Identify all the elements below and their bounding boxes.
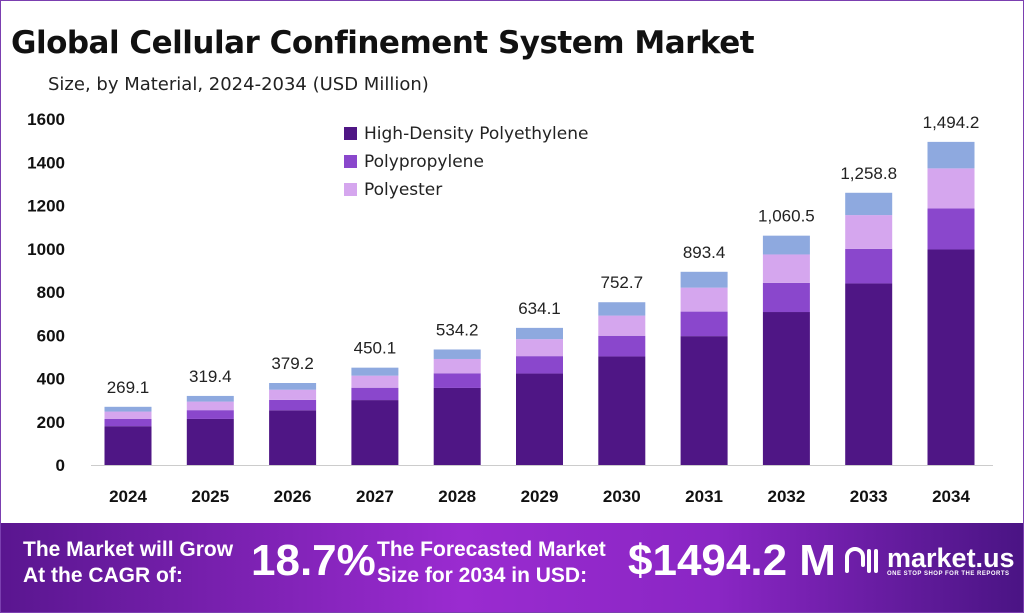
bar-segment-high-density-polyethylene: [516, 373, 563, 465]
market-us-logo: market.us ONE STOP SHOP FOR THE REPORTS: [841, 543, 1015, 579]
bar-segment-high-density-polyethylene: [269, 410, 317, 465]
bar-segment-polypropylene: [186, 410, 234, 419]
bar-segment-high-density-polyethylene: [433, 387, 481, 465]
y-tick-label: 1400: [27, 153, 65, 172]
x-tick-label: 2027: [356, 487, 394, 506]
bar-segment-polypropylene: [845, 248, 893, 284]
y-tick-label: 400: [37, 370, 65, 389]
total-label: 534.2: [436, 320, 479, 339]
legend-swatch: [344, 127, 357, 140]
y-tick-label: 1200: [27, 197, 65, 216]
bar-segment-high-density-polyethylene: [104, 426, 152, 465]
stacked-bar-chart: 0 200 400 600 800 1000 1200 1400 1600 269.1 2024 31…: [27, 110, 993, 506]
total-label: 1,060.5: [758, 207, 815, 226]
bar-segment-other: [433, 349, 481, 359]
forecast-label-line1: The Forecasted Market: [377, 538, 606, 561]
bar-segment-polypropylene: [269, 399, 317, 411]
bar-segment-polypropylene: [598, 335, 646, 357]
bar-segment-polyester: [104, 411, 152, 419]
bar-segment-polyester: [269, 389, 317, 400]
legend-label: Polyester: [364, 180, 442, 200]
y-tick-label: 1600: [27, 110, 65, 129]
logo-icon: [845, 547, 878, 573]
bar-segment-high-density-polyethylene: [762, 312, 810, 465]
total-label: 1,258.8: [840, 164, 897, 183]
bar-segment-other: [516, 327, 563, 340]
y-tick-label: 200: [37, 413, 65, 432]
bar-segment-other: [680, 271, 728, 288]
bar-segment-polypropylene: [927, 208, 975, 250]
bar-segment-polyester: [762, 254, 810, 283]
total-label: 893.4: [683, 243, 726, 262]
x-tick-label: 2026: [274, 487, 312, 506]
bar-segment-other: [845, 192, 893, 216]
bar-segment-polyester: [433, 358, 481, 374]
total-label: 319.4: [189, 367, 232, 386]
total-label: 634.1: [518, 299, 561, 318]
total-label: 379.2: [271, 354, 314, 373]
forecast-value: $1494.2 M: [628, 536, 836, 585]
bar-segment-polypropylene: [351, 387, 399, 401]
cagr-label-line2: At the CAGR of:: [23, 564, 183, 587]
y-tick-label: 800: [37, 283, 65, 302]
total-label: 450.1: [354, 339, 397, 358]
forecast-label-line2: Size for 2034 in USD:: [377, 564, 588, 587]
legend-swatch: [344, 155, 357, 168]
legend-label: Polypropylene: [364, 152, 484, 172]
cagr-label: The Market will Grow At the CAGR of:: [23, 537, 233, 589]
bar-segment-high-density-polyethylene: [598, 356, 646, 465]
cagr-label-line1: The Market will Grow: [23, 538, 234, 561]
bar-segment-high-density-polyethylene: [680, 336, 728, 465]
bar-segment-polyester: [186, 401, 234, 411]
x-tick-label: 2025: [191, 487, 229, 506]
chart-title: Global Cellular Confinement System Marke…: [11, 25, 755, 61]
bar-segment-high-density-polyethylene: [351, 400, 399, 465]
logo-text: market.us: [887, 543, 1015, 573]
logo-tagline: ONE STOP SHOP FOR THE REPORTS: [887, 571, 1010, 577]
bar-segment-polyester: [351, 375, 399, 388]
bar-segment-polypropylene: [762, 282, 810, 313]
bar-segment-other: [762, 235, 810, 255]
bar-segment-polypropylene: [433, 373, 481, 388]
forecast-label: The Forecasted Market Size for 2034 in US…: [377, 537, 606, 589]
bar-segment-high-density-polyethylene: [845, 283, 893, 465]
x-tick-label: 2029: [521, 487, 559, 506]
y-tick-label: 0: [56, 456, 65, 475]
total-label: 1,494.2: [923, 113, 980, 132]
chart-subtitle: Size, by Material, 2024-2034 (USD Millio…: [48, 74, 429, 95]
x-tick-label: 2030: [603, 487, 641, 506]
bar-segment-high-density-polyethylene: [927, 249, 975, 465]
bar-segment-polyester: [516, 339, 563, 357]
bar-segment-other: [598, 302, 646, 316]
legend-swatch: [344, 183, 357, 196]
bar-segment-polypropylene: [680, 311, 728, 337]
x-tick-label: 2034: [932, 487, 970, 506]
x-tick-label: 2031: [685, 487, 723, 506]
cagr-value: 18.7%: [251, 536, 376, 585]
total-label: 269.1: [107, 378, 150, 397]
summary-banner: The Market will Grow At the CAGR of: 18.7…: [1, 523, 1023, 612]
x-tick-label: 2033: [850, 487, 888, 506]
bar-segment-other: [269, 382, 317, 390]
bar-segment-other: [351, 367, 399, 376]
bar-segment-polyester: [927, 168, 975, 209]
y-tick-label: 600: [37, 326, 65, 345]
bar-segment-polypropylene: [104, 418, 152, 427]
bar-segment-polyester: [680, 287, 728, 312]
bar-segment-polypropylene: [516, 356, 563, 374]
legend-label: High-Density Polyethylene: [364, 124, 588, 144]
x-tick-label: 2032: [767, 487, 805, 506]
x-tick-label: 2024: [109, 487, 147, 506]
x-tick-label: 2028: [438, 487, 476, 506]
total-label: 752.7: [601, 273, 644, 292]
bar-segment-other: [927, 141, 975, 169]
bar-segment-high-density-polyethylene: [186, 418, 234, 465]
bar-segment-polyester: [598, 315, 646, 336]
bar-segment-other: [186, 395, 234, 402]
y-tick-label: 1000: [27, 240, 65, 259]
bar-segment-polyester: [845, 215, 893, 249]
bar-segment-other: [104, 406, 152, 412]
